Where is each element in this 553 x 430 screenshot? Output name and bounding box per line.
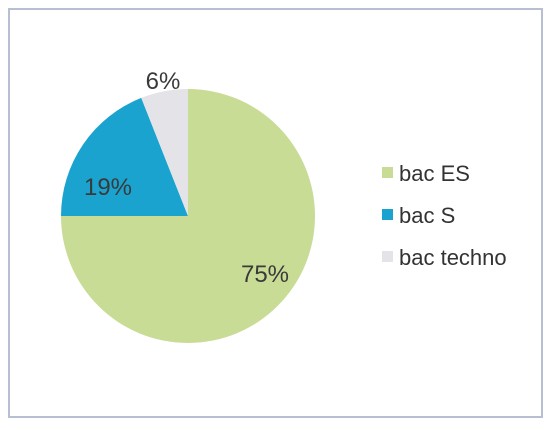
legend-label-bac-s: bac S: [399, 203, 455, 228]
legend-swatch-bac-es: [382, 167, 393, 178]
data-label-bac-es: 75%: [241, 261, 289, 288]
data-label-bac-s: 19%: [84, 174, 132, 201]
legend-label-bac-techno: bac techno: [399, 245, 507, 270]
legend-label-bac-es: bac ES: [399, 161, 470, 186]
legend: bac ES bac S bac techno: [382, 161, 507, 270]
data-label-bac-techno: 6%: [146, 68, 181, 95]
legend-swatch-bac-techno: [382, 251, 393, 262]
legend-swatch-bac-s: [382, 209, 393, 220]
slice-bac-s: [61, 97, 188, 216]
slice-bac-techno: [141, 89, 188, 216]
